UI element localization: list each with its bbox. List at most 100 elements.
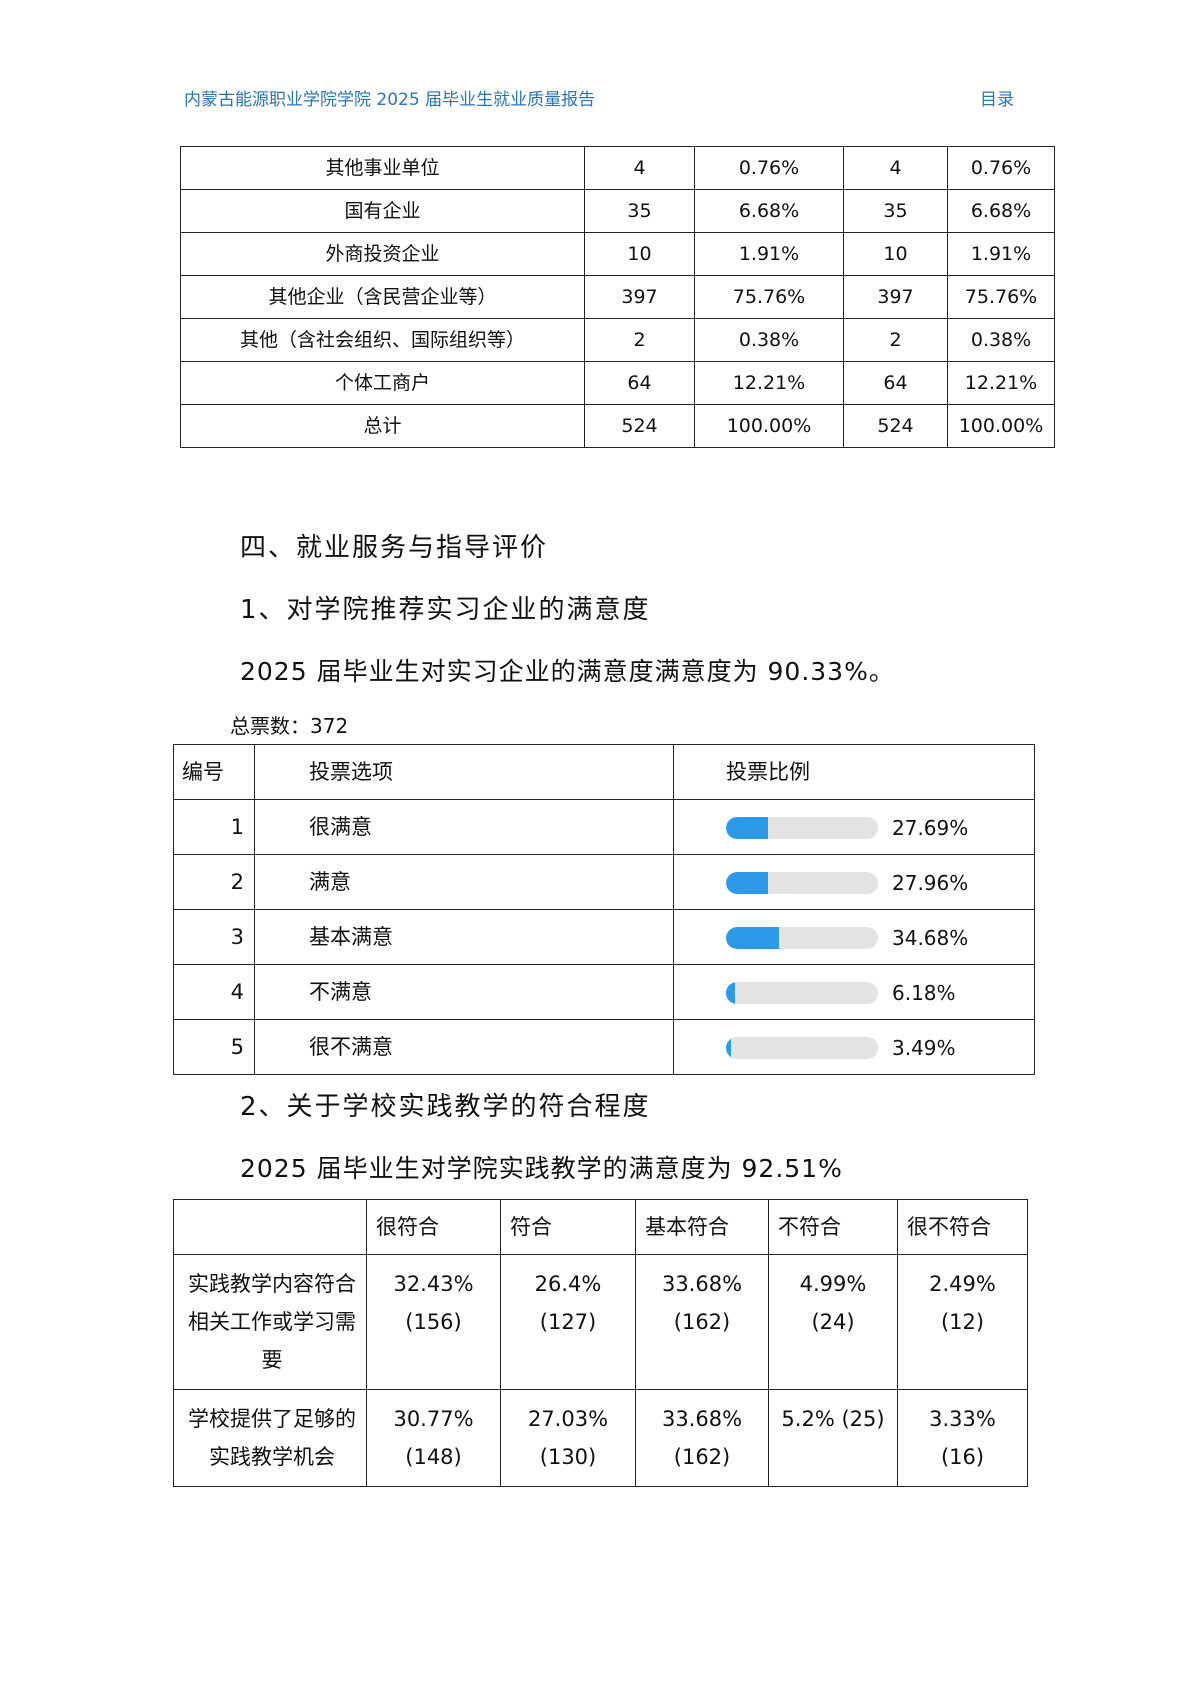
vote-option: 满意 [254, 854, 674, 910]
progress-fill [726, 926, 779, 949]
row-label: 实践教学内容符合相关工作或学习需要 [173, 1254, 367, 1390]
progress-bar [726, 1036, 878, 1059]
table-cell: 4 [584, 146, 695, 190]
progress-fill [726, 816, 769, 839]
employer-type-table: 其他事业单位 4 0.76% 4 0.76% 国有企业 35 6.68% 35 6.68% 外商投资… [180, 146, 1055, 448]
column-header: 编号 [173, 744, 255, 800]
table-cell: 其他企业（含民营企业等） [180, 275, 585, 319]
total-votes: 总票数：372 [230, 714, 349, 738]
vote-row: 1 很满意 27.69% [173, 799, 1035, 855]
table-cell: 12.21% [947, 361, 1055, 405]
table-cell: 0.38% [947, 318, 1055, 362]
column-header: 基本符合 [635, 1199, 769, 1255]
table-cell: 12.21% [694, 361, 844, 405]
column-header: 很符合 [366, 1199, 501, 1255]
subsection-2-text: 2025 届毕业生对学院实践教学的满意度为 92.51% [240, 1154, 843, 1183]
vote-percent: 6.18% [892, 980, 956, 1005]
table-cell: 1.91% [694, 232, 844, 276]
vote-ratio-cell: 34.68% [673, 909, 1035, 965]
progress-bar [726, 871, 878, 894]
table-cell: 6.68% [947, 189, 1055, 233]
table-cell: 6.68% [694, 189, 844, 233]
table-cell: 33.68% (162) [635, 1254, 769, 1390]
vote-row: 5 很不满意 3.49% [173, 1019, 1035, 1075]
vote-table: 编号 投票选项 投票比例 1 很满意 27.69% 2 满意 27.96% 3 基本满意 34.68%… [173, 744, 1035, 1075]
progress-fill [726, 871, 769, 894]
vote-percent: 34.68% [892, 925, 969, 950]
table-cell: 524 [584, 404, 695, 448]
table-cell: 100.00% [694, 404, 844, 448]
table-cell: 10 [584, 232, 695, 276]
table-cell: 32.43% (156) [366, 1254, 501, 1390]
subsection-1-heading: 1、对学院推荐实习企业的满意度 [240, 595, 651, 625]
table-cell: 397 [584, 275, 695, 319]
row-number: 3 [173, 909, 255, 965]
table-cell: 5.2% (25) [768, 1389, 898, 1487]
table-cell: 0.76% [947, 146, 1055, 190]
table-cell: 1.91% [947, 232, 1055, 276]
vote-ratio-cell: 27.69% [673, 799, 1035, 855]
vote-percent: 27.69% [892, 815, 969, 840]
vote-option: 很不满意 [254, 1019, 674, 1075]
toc-link[interactable]: 目录 [980, 90, 1014, 110]
vote-ratio-cell: 6.18% [673, 964, 1035, 1020]
table-cell: 其他（含社会组织、国际组织等） [180, 318, 585, 362]
row-number: 4 [173, 964, 255, 1020]
table-cell: 64 [584, 361, 695, 405]
header-row: 很符合 符合 基本符合 不符合 很不符合 [173, 1199, 1028, 1255]
row-number: 1 [173, 799, 255, 855]
vote-percent: 3.49% [892, 1035, 956, 1060]
table-cell: 2 [584, 318, 695, 362]
vote-row: 4 不满意 6.18% [173, 964, 1035, 1020]
practice-teaching-table: 很符合 符合 基本符合 不符合 很不符合 实践教学内容符合相关工作或学习需要 32.43% … [173, 1199, 1028, 1487]
table-cell: 国有企业 [180, 189, 585, 233]
column-header: 很不符合 [897, 1199, 1028, 1255]
table-row: 其他企业（含民营企业等） 397 75.76% 397 75.76% [180, 275, 1055, 319]
table-row: 总计 524 100.00% 524 100.00% [180, 404, 1055, 448]
table-row: 实践教学内容符合相关工作或学习需要 32.43% (156) 26.4% (127)… [173, 1254, 1028, 1390]
table-cell: 27.03% (130) [500, 1389, 636, 1487]
table-cell: 2.49% (12) [897, 1254, 1028, 1390]
table-cell: 64 [843, 361, 948, 405]
row-number: 5 [173, 1019, 255, 1075]
table-cell: 0.76% [694, 146, 844, 190]
column-header [173, 1199, 367, 1255]
progress-bar [726, 816, 878, 839]
header-row: 编号 投票选项 投票比例 [173, 744, 1035, 800]
subsection-2-heading: 2、关于学校实践教学的符合程度 [240, 1092, 651, 1122]
table-cell: 524 [843, 404, 948, 448]
vote-ratio-cell: 27.96% [673, 854, 1035, 910]
table-cell: 2 [843, 318, 948, 362]
table-cell: 35 [584, 189, 695, 233]
table-cell: 75.76% [694, 275, 844, 319]
page-header: 内蒙古能源职业学院学院 2025 届毕业生就业质量报告 目录 [184, 88, 1014, 112]
column-header: 符合 [500, 1199, 636, 1255]
table-cell: 33.68% (162) [635, 1389, 769, 1487]
progress-bar [726, 981, 878, 1004]
table-cell: 4.99% (24) [768, 1254, 898, 1390]
header-title: 内蒙古能源职业学院学院 2025 届毕业生就业质量报告 [184, 90, 596, 110]
table-cell: 10 [843, 232, 948, 276]
subsection-1-text: 2025 届毕业生对实习企业的满意度满意度为 90.33%。 [240, 657, 895, 686]
column-header: 投票比例 [673, 744, 1035, 800]
table-cell: 75.76% [947, 275, 1055, 319]
vote-percent: 27.96% [892, 870, 969, 895]
row-label: 学校提供了足够的实践教学机会 [173, 1389, 367, 1487]
vote-option: 不满意 [254, 964, 674, 1020]
progress-bar [726, 926, 878, 949]
vote-row: 3 基本满意 34.68% [173, 909, 1035, 965]
progress-fill [726, 981, 736, 1004]
table-row: 个体工商户 64 12.21% 64 12.21% [180, 361, 1055, 405]
progress-fill [726, 1036, 732, 1059]
table-row: 其他（含社会组织、国际组织等） 2 0.38% 2 0.38% [180, 318, 1055, 362]
table-cell: 0.38% [694, 318, 844, 362]
vote-ratio-cell: 3.49% [673, 1019, 1035, 1075]
table-cell: 4 [843, 146, 948, 190]
row-number: 2 [173, 854, 255, 910]
table-cell: 26.4% (127) [500, 1254, 636, 1390]
vote-option: 很满意 [254, 799, 674, 855]
table-cell: 35 [843, 189, 948, 233]
table-row: 其他事业单位 4 0.76% 4 0.76% [180, 146, 1055, 190]
table-cell: 100.00% [947, 404, 1055, 448]
